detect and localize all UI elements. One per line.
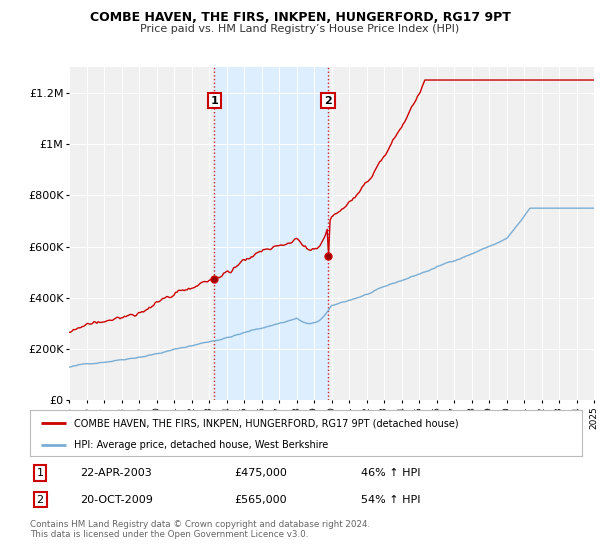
Text: 46% ↑ HPI: 46% ↑ HPI bbox=[361, 468, 421, 478]
Text: Price paid vs. HM Land Registry’s House Price Index (HPI): Price paid vs. HM Land Registry’s House … bbox=[140, 24, 460, 34]
Text: £565,000: £565,000 bbox=[234, 494, 287, 505]
Text: 2: 2 bbox=[37, 494, 44, 505]
Text: COMBE HAVEN, THE FIRS, INKPEN, HUNGERFORD, RG17 9PT (detached house): COMBE HAVEN, THE FIRS, INKPEN, HUNGERFOR… bbox=[74, 418, 459, 428]
Text: 22-APR-2003: 22-APR-2003 bbox=[80, 468, 151, 478]
Text: 54% ↑ HPI: 54% ↑ HPI bbox=[361, 494, 421, 505]
Text: HPI: Average price, detached house, West Berkshire: HPI: Average price, detached house, West… bbox=[74, 440, 328, 450]
Text: Contains HM Land Registry data © Crown copyright and database right 2024.
This d: Contains HM Land Registry data © Crown c… bbox=[30, 520, 370, 539]
Text: 1: 1 bbox=[211, 96, 218, 105]
Text: 1: 1 bbox=[37, 468, 44, 478]
Text: 20-OCT-2009: 20-OCT-2009 bbox=[80, 494, 152, 505]
Text: £475,000: £475,000 bbox=[234, 468, 287, 478]
Bar bbox=[214, 67, 328, 400]
Text: 2: 2 bbox=[324, 96, 332, 105]
Text: COMBE HAVEN, THE FIRS, INKPEN, HUNGERFORD, RG17 9PT: COMBE HAVEN, THE FIRS, INKPEN, HUNGERFOR… bbox=[89, 11, 511, 24]
